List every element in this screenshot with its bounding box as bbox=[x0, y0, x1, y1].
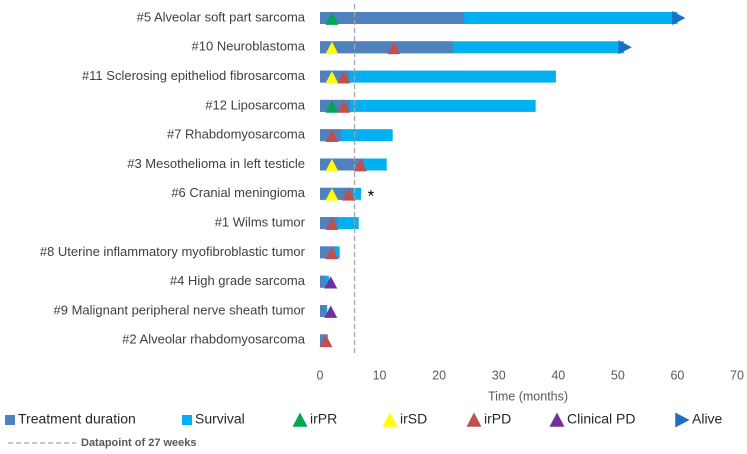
x-tick-label: 10 bbox=[373, 369, 387, 383]
event-marker bbox=[325, 159, 339, 172]
legend-label: irSD bbox=[400, 411, 427, 427]
y-tick-label: #11 Sclerosing epitheliod fibrosarcoma bbox=[82, 68, 306, 83]
y-tick-label: #3 Mesothelioma in left testicle bbox=[127, 156, 305, 171]
alive-marker bbox=[618, 40, 632, 55]
x-tick-label: 0 bbox=[317, 369, 324, 383]
event-marker bbox=[342, 188, 356, 201]
y-tick-label: #5 Alveolar soft part sarcoma bbox=[137, 9, 306, 24]
annotation: * bbox=[368, 186, 375, 205]
y-tick-label: #2 Alveolar rhabdomyosarcoma bbox=[122, 332, 306, 347]
y-tick-label: #1 Wilms tumor bbox=[215, 215, 306, 230]
y-tick-label: #8 Uterine inflammatory myofibroblastic … bbox=[40, 244, 306, 259]
bar bbox=[320, 305, 326, 317]
event-marker bbox=[325, 41, 339, 55]
legend-label: irPD bbox=[484, 411, 511, 427]
legend-label: irPR bbox=[310, 411, 337, 427]
bar bbox=[320, 12, 465, 24]
y-tick-label: #10 Neuroblastoma bbox=[192, 39, 306, 54]
event-marker bbox=[325, 246, 339, 260]
y-tick-label: #6 Cranial meningioma bbox=[171, 185, 305, 200]
x-tick-label: 70 bbox=[730, 369, 744, 383]
legend-swatch bbox=[292, 412, 308, 427]
event-marker bbox=[337, 71, 351, 84]
bar bbox=[320, 70, 556, 83]
legend-swatch bbox=[182, 415, 192, 425]
bar bbox=[320, 99, 536, 112]
alive-marker bbox=[672, 11, 686, 25]
legend-swatch bbox=[382, 412, 398, 427]
bar bbox=[320, 275, 326, 288]
y-tick-label: #7 Rhabdomyosarcoma bbox=[167, 127, 306, 142]
legend-label: Treatment duration bbox=[18, 411, 136, 427]
event-marker bbox=[324, 305, 338, 318]
bar bbox=[320, 41, 453, 54]
legend-swatch bbox=[549, 412, 565, 427]
event-marker bbox=[337, 100, 351, 113]
event-marker bbox=[354, 159, 368, 172]
x-tick-label: 40 bbox=[551, 369, 565, 383]
event-marker bbox=[325, 129, 339, 143]
event-marker bbox=[325, 71, 339, 84]
legend-label: Datapoint of 27 weeks bbox=[81, 437, 197, 449]
legend-label: Clinical PD bbox=[567, 411, 635, 427]
x-tick-label: 50 bbox=[611, 369, 625, 383]
legend-label: Survival bbox=[195, 411, 245, 427]
event-marker bbox=[324, 276, 338, 289]
y-tick-label: #4 High grade sarcoma bbox=[170, 273, 306, 288]
event-marker bbox=[325, 12, 339, 25]
x-tick-label: 30 bbox=[492, 369, 506, 383]
legend-swatch bbox=[5, 415, 15, 425]
event-marker bbox=[387, 41, 401, 55]
event-marker bbox=[319, 334, 333, 348]
legend-label: Alive bbox=[692, 411, 723, 427]
legend-swatch bbox=[466, 412, 482, 427]
event-marker bbox=[325, 100, 339, 113]
event-marker bbox=[325, 217, 339, 230]
legend-swatch bbox=[675, 412, 690, 428]
x-tick-label: 20 bbox=[432, 369, 446, 383]
event-marker bbox=[325, 188, 339, 201]
x-tick-label: 60 bbox=[670, 369, 684, 383]
y-tick-label: #12 Liposarcoma bbox=[205, 97, 305, 112]
y-tick-label: #9 Malignant peripheral nerve sheath tum… bbox=[54, 302, 306, 317]
x-axis-label: Time (months) bbox=[488, 389, 568, 403]
